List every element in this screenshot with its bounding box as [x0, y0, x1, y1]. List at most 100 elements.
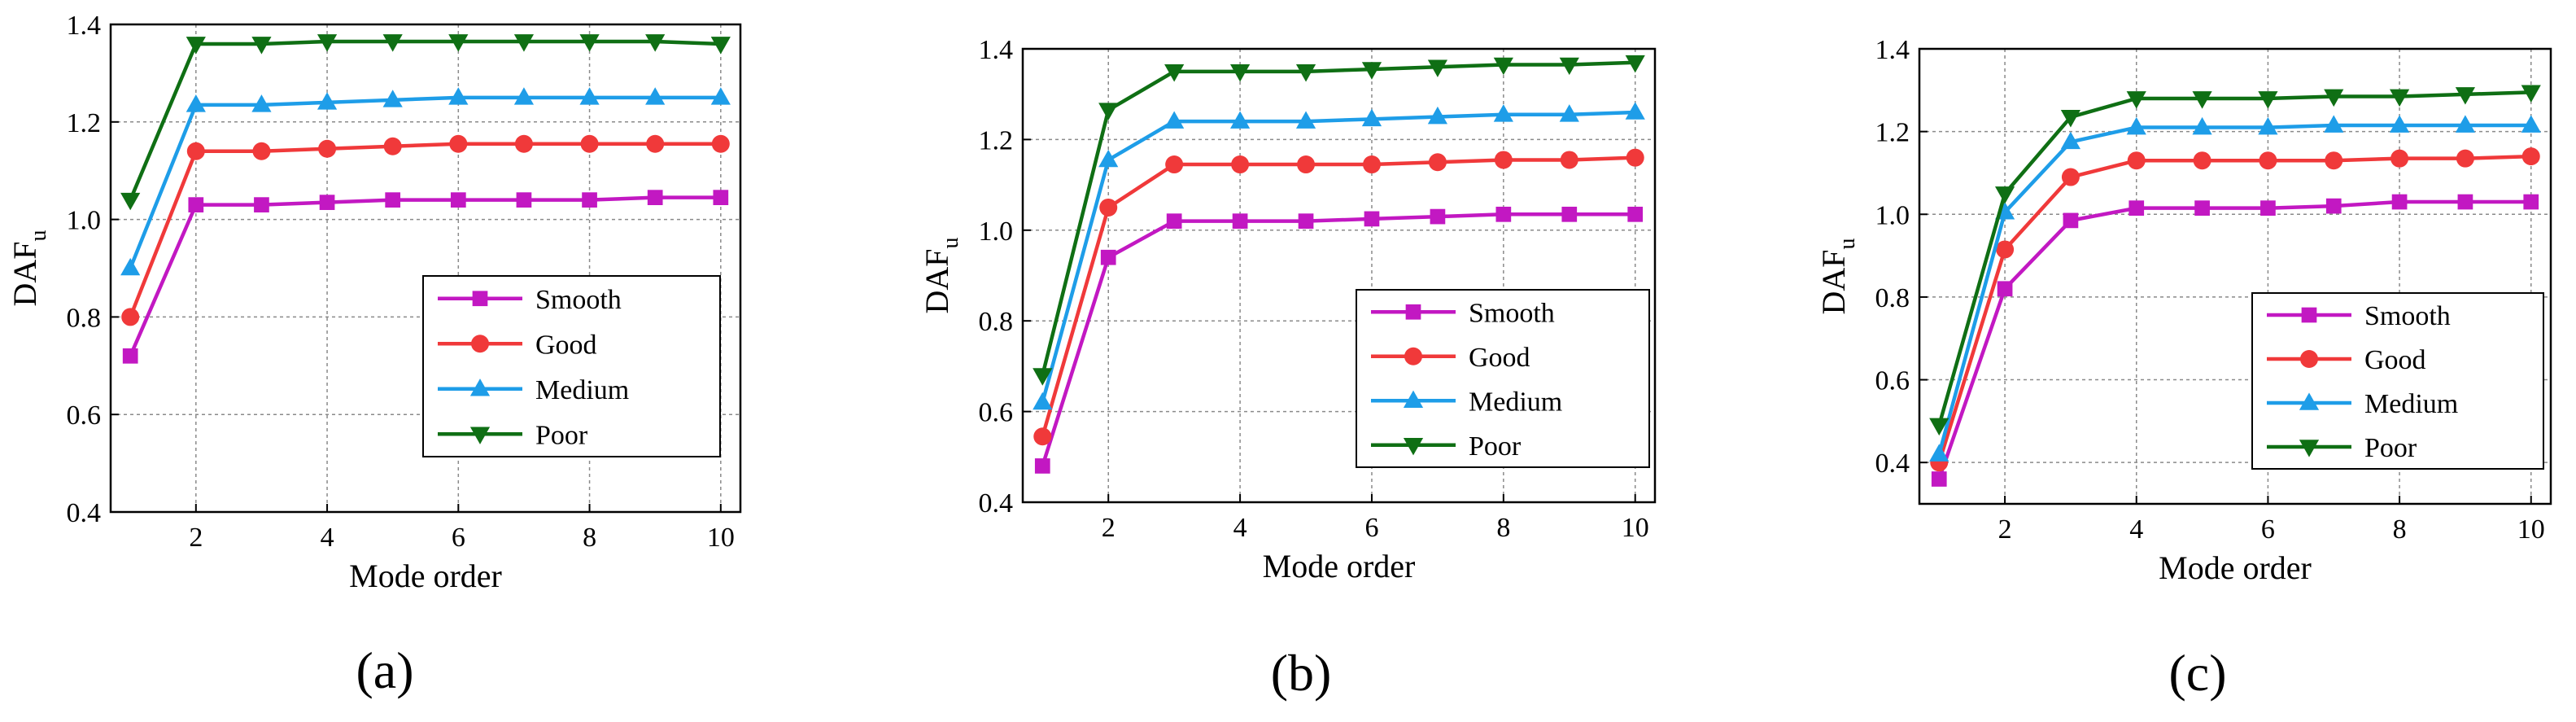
legend-marker-poor — [2299, 440, 2320, 457]
y-axis-label-subscript: u — [938, 237, 963, 248]
data-point-smooth — [2391, 194, 2408, 210]
data-point-good — [1165, 155, 1184, 174]
x-tick-label: 10 — [707, 523, 735, 553]
y-tick-label: 0.6 — [1875, 366, 1910, 396]
series-line-poor — [1041, 60, 1635, 376]
data-point-good — [1099, 198, 1118, 217]
x-tick-label: 10 — [1622, 513, 1649, 543]
data-point-good — [1231, 155, 1250, 174]
series-smooth — [1931, 194, 2539, 487]
data-point-medium — [2455, 115, 2476, 133]
series-good — [1033, 148, 1644, 446]
data-point-poor — [1559, 57, 1579, 76]
data-point-poor — [1929, 418, 1949, 436]
x-tick-label: 6 — [1364, 513, 1378, 543]
legend-label-good: Good — [535, 330, 597, 360]
data-point-poor — [1427, 59, 1448, 77]
x-tick-label: 8 — [1496, 513, 1510, 543]
y-tick-label: 1.2 — [67, 108, 102, 138]
x-tick-label: 2 — [189, 523, 203, 553]
y-tick-label: 0.8 — [979, 307, 1014, 337]
data-point-good — [383, 137, 402, 155]
data-point-poor — [448, 34, 469, 52]
legend-marker-medium — [2299, 392, 2320, 410]
data-point-smooth — [1166, 213, 1182, 230]
x-tick-label: 4 — [1233, 513, 1247, 543]
data-point-smooth — [188, 197, 204, 212]
legend-marker-good — [471, 335, 489, 353]
legend-marker-smooth — [1405, 304, 1421, 320]
data-point-good — [186, 142, 205, 160]
data-point-good — [2521, 147, 2540, 166]
data-point-poor — [2258, 91, 2278, 109]
y-axis-label: DAFu — [919, 237, 963, 313]
series-line-poor — [1937, 90, 2531, 427]
data-point-poor — [710, 37, 731, 55]
y-tick-label: 1.4 — [67, 11, 102, 41]
data-point-poor — [1994, 186, 2015, 204]
data-point-medium — [710, 87, 731, 105]
data-point-smooth — [1298, 213, 1314, 230]
legend-label-smooth: Smooth — [2364, 301, 2451, 331]
data-point-smooth — [2523, 194, 2539, 210]
data-point-good — [580, 134, 599, 153]
data-point-smooth — [2128, 200, 2145, 216]
data-point-good — [1560, 151, 1578, 169]
data-point-medium — [1229, 111, 1251, 129]
data-point-medium — [186, 94, 206, 112]
series-smooth — [122, 190, 729, 364]
legend-box — [1356, 289, 1650, 468]
data-point-poor — [1361, 62, 1382, 80]
data-point-poor — [186, 37, 206, 55]
chart-panel-c: 2 4 6 8 10 0.4 0.6 0.8 1.0 1.2 1.4 Smooth Good Medium… — [1815, 35, 2552, 702]
legend: Smooth Good Medium Poor — [1356, 289, 1650, 468]
data-point-smooth — [713, 190, 729, 205]
data-point-poor — [251, 37, 272, 55]
data-point-smooth — [1561, 206, 1578, 222]
legend-marker-smooth — [472, 291, 488, 307]
series-good — [1930, 147, 2540, 472]
y-axis-label-main: DAF — [7, 241, 43, 306]
legend-label-medium: Medium — [1469, 387, 1562, 417]
series-poor — [120, 34, 731, 211]
series-medium — [1033, 102, 1645, 410]
data-point-good — [2259, 151, 2277, 170]
legend-label-smooth: Smooth — [1469, 298, 1555, 328]
data-point-smooth — [450, 192, 466, 208]
data-point-poor — [382, 34, 403, 52]
data-point-poor — [1164, 64, 1185, 82]
series-line-smooth — [1041, 212, 1635, 467]
x-tick-label: 6 — [2261, 514, 2275, 545]
y-tick-label: 1.0 — [67, 206, 102, 236]
data-point-smooth — [2325, 198, 2342, 214]
data-point-medium — [2389, 115, 2410, 133]
data-point-poor — [1625, 55, 1645, 73]
y-axis-label: DAFu — [7, 230, 51, 306]
data-point-medium — [1164, 111, 1185, 129]
legend: Smooth Good Medium Poor — [422, 275, 721, 457]
data-point-good — [2390, 149, 2409, 168]
data-point-smooth — [2194, 200, 2210, 216]
series-line-smooth — [129, 195, 721, 357]
x-axis-label: Mode order — [1263, 548, 1416, 584]
legend-marker-medium — [469, 379, 491, 396]
data-point-smooth — [582, 192, 597, 208]
data-point-medium — [2060, 131, 2081, 150]
x-tick-label: 8 — [583, 523, 596, 553]
data-point-smooth — [122, 348, 138, 364]
legend-label-smooth: Smooth — [535, 285, 622, 315]
legend-marker-poor — [469, 427, 491, 444]
x-axis-label: Mode order — [349, 558, 502, 594]
data-point-medium — [2126, 116, 2146, 135]
data-point-smooth — [2457, 194, 2473, 210]
data-point-poor — [2192, 91, 2212, 109]
data-point-poor — [645, 34, 666, 52]
y-axis-label-main: DAF — [1815, 249, 1852, 314]
legend-label-medium: Medium — [2364, 389, 2458, 419]
y-tick-label: 1.0 — [979, 217, 1014, 247]
x-tick-label: 6 — [452, 523, 465, 553]
legend-marker-medium — [1403, 390, 1424, 409]
data-point-medium — [645, 87, 666, 105]
data-point-medium — [2258, 116, 2278, 135]
data-point-smooth — [254, 197, 269, 212]
